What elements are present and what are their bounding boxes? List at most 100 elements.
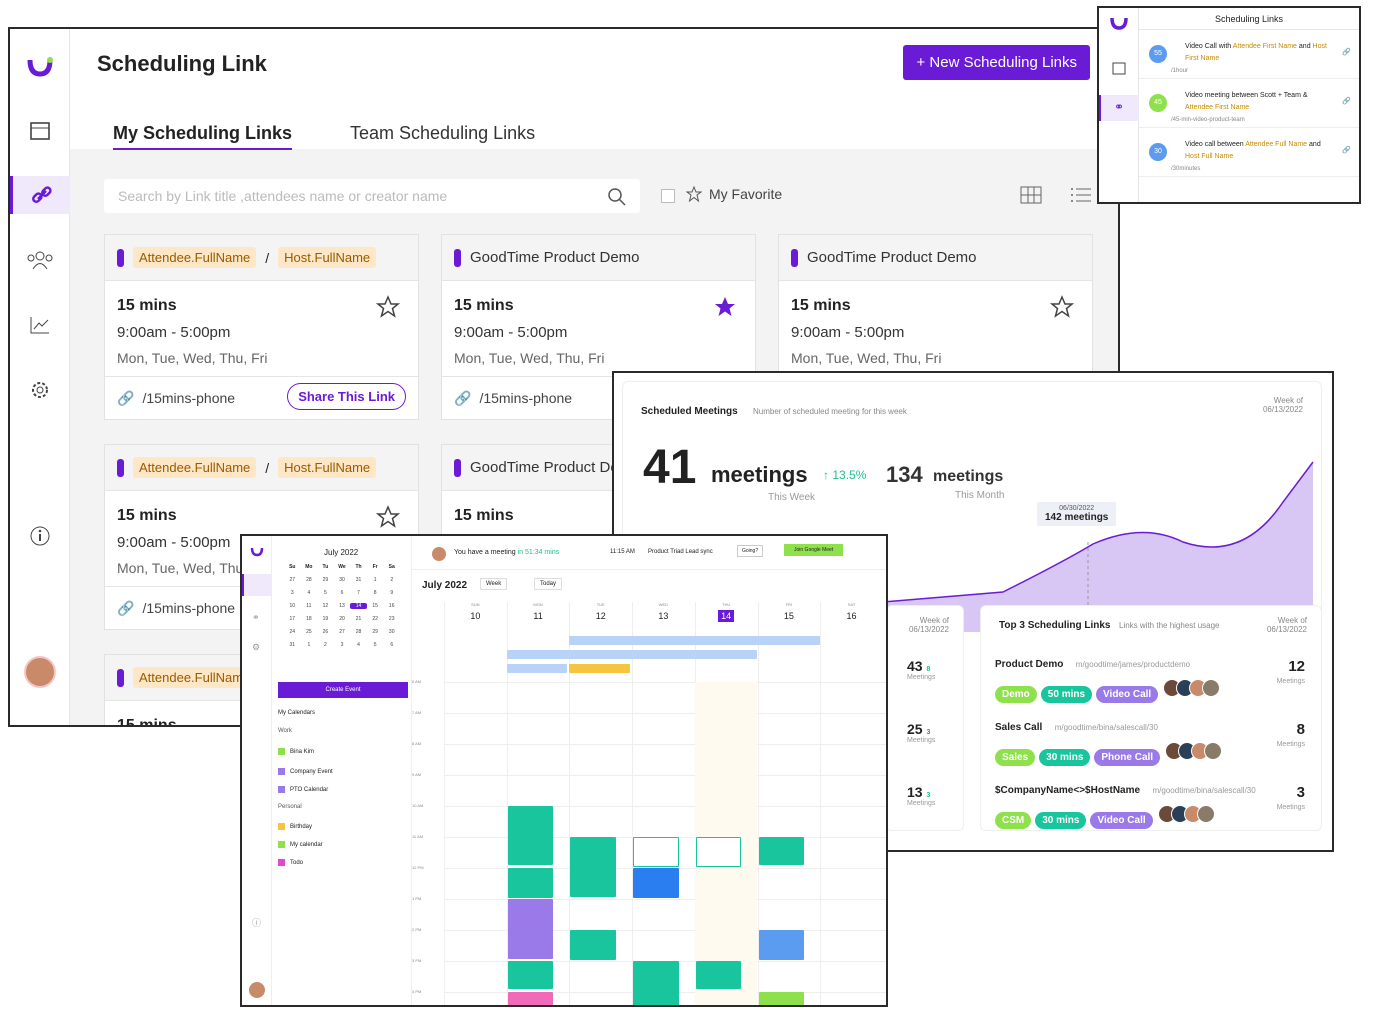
top-link-row[interactable]: $CompanyName<>$HostName m/goodtime/bina/…: [995, 780, 1315, 835]
top-link-row[interactable]: Product Demo m/goodtime/james/productdem…: [995, 654, 1315, 709]
avatar[interactable]: [10, 653, 70, 691]
link-slug[interactable]: /15mins-phone: [142, 390, 236, 406]
calendar-icon[interactable]: [10, 111, 70, 149]
link-icon: 🔗: [1342, 98, 1351, 105]
calendar-event[interactable]: [570, 930, 617, 960]
link-icon: 🔗: [117, 389, 135, 406]
today-button[interactable]: Today: [534, 578, 563, 590]
calendar-event[interactable]: [570, 837, 617, 897]
search-input[interactable]: Search by Link title ,attendees name or …: [104, 179, 640, 213]
gear-icon[interactable]: [10, 371, 70, 409]
calendar-icon[interactable]: [242, 574, 272, 596]
calendar-sidebar: July 2022 Su Mo Tu We Th Fr Sa 27 28 29 30 31 1 2 3 4 5 6…: [272, 536, 412, 1005]
calendar-window: ⚭ ⚙ ⓘ July 2022 Su Mo Tu We Th Fr Sa 27 28 29 30 31…: [240, 534, 888, 1007]
list-view-icon[interactable]: [1070, 186, 1092, 209]
growth: ↑ 13.5%: [823, 468, 867, 482]
link-card[interactable]: GoodTime Product Demo 15 mins 9:00am - 5:…: [441, 234, 756, 420]
calendar-checkbox[interactable]: Company Event: [278, 768, 333, 775]
calendar-checkbox[interactable]: Bina Kim: [278, 748, 314, 755]
star-icon[interactable]: [1050, 295, 1074, 319]
logo-icon[interactable]: [250, 544, 264, 562]
weekly-count: 41: [643, 441, 697, 494]
calendar-event[interactable]: [507, 992, 554, 1005]
analytics-icon[interactable]: [10, 306, 70, 344]
link-icon[interactable]: ⚭: [1099, 95, 1139, 121]
header: Scheduling Link + New Scheduling Links: [70, 29, 1118, 97]
calendar-event[interactable]: [758, 992, 805, 1005]
duration-badge: 30: [1149, 143, 1167, 161]
tab-team-links[interactable]: Team Scheduling Links: [350, 123, 536, 143]
view-select[interactable]: Week: [480, 578, 508, 590]
going-select[interactable]: Going?: [737, 545, 764, 557]
share-link-button[interactable]: Share This Link: [287, 383, 406, 410]
calendar-event[interactable]: [633, 837, 679, 867]
card-title: GoodTime Product De: [470, 459, 619, 476]
calendar-checkbox[interactable]: Todo: [278, 859, 303, 866]
day-header: FRI 15: [783, 602, 794, 621]
star-filled-icon[interactable]: [713, 295, 737, 319]
calendar-event[interactable]: [633, 961, 679, 1005]
mini-link-row[interactable]: 45 Video meeting between Scott + Team & A…: [1139, 79, 1359, 128]
sidebar: [10, 29, 70, 725]
mini-link-row[interactable]: 30 Video call between Attendee Full Name …: [1139, 128, 1359, 177]
left-stats: Week of 06/13/2022 43 8 Meetings 25 3 Meeti…: [886, 605, 964, 831]
search-icon[interactable]: [608, 188, 626, 211]
favorite-filter[interactable]: My Favorite: [686, 186, 782, 202]
logo-icon[interactable]: [10, 47, 70, 85]
mini-link-row[interactable]: 55 Video Call with Attendee First Name an…: [1139, 30, 1359, 79]
calendar-event[interactable]: [507, 961, 554, 989]
link-icon[interactable]: ⚭: [252, 612, 260, 622]
calendar-month-title: July 2022: [422, 580, 468, 591]
chart-tooltip: 06/30/2022 142 meetings: [1037, 502, 1117, 526]
team-icon[interactable]: [10, 241, 70, 279]
day-header: SAT 16: [846, 602, 857, 621]
link-slug[interactable]: /15mins-phone: [142, 600, 236, 616]
card-title: GoodTime Product Demo: [470, 249, 640, 266]
personal-group[interactable]: Personal: [278, 804, 302, 810]
avatar[interactable]: [249, 982, 265, 998]
link-slug[interactable]: /15mins-phone: [479, 390, 573, 406]
calendar-checkbox[interactable]: PTO Calendar: [278, 786, 328, 793]
star-icon[interactable]: [376, 505, 400, 529]
my-calendars[interactable]: My Calendars: [278, 710, 316, 716]
link-icon[interactable]: [10, 176, 70, 214]
duration: 15 mins: [117, 717, 177, 727]
calendar-event[interactable]: [695, 961, 742, 989]
link-card[interactable]: GoodTime Product Demo 15 mins 9:00am - 5:…: [778, 234, 1093, 378]
calendar-event[interactable]: [633, 868, 679, 898]
calendar-event[interactable]: [758, 930, 805, 960]
calendar-event[interactable]: [758, 837, 805, 865]
favorite-checkbox[interactable]: [661, 189, 675, 203]
work-group[interactable]: Work: [278, 728, 292, 734]
calendar-icon[interactable]: [1112, 61, 1126, 80]
gear-icon[interactable]: ⚙: [252, 642, 261, 652]
calendar-checkbox[interactable]: My calendar: [278, 841, 323, 848]
grid-view-icon[interactable]: [1020, 186, 1042, 209]
day-header: THU 14: [695, 602, 758, 622]
calendar-event[interactable]: [507, 868, 554, 898]
calendar-event[interactable]: [507, 837, 554, 865]
join-meet-button[interactable]: Join Google Meet: [784, 544, 844, 556]
calendar-event[interactable]: [507, 899, 554, 959]
day-header: SUN 10: [470, 602, 481, 621]
mini-links-window: ⚭ Scheduling Links 55 Video Call with Att…: [1097, 6, 1361, 204]
link-icon: 🔗: [454, 389, 472, 406]
mini-month: July 2022: [324, 548, 359, 557]
duration-badge: 55: [1149, 45, 1167, 63]
new-scheduling-link-button[interactable]: + New Scheduling Links: [903, 45, 1090, 80]
top-link-row[interactable]: Sales Call m/goodtime/bina/salescall/30 S…: [995, 717, 1315, 772]
link-card[interactable]: Attendee.FullName / Host.FullName 15 mins 9…: [104, 234, 419, 420]
stat-row: 25 3 Meetings: [907, 721, 936, 744]
calendar-event[interactable]: [695, 837, 742, 867]
logo-icon[interactable]: [1109, 14, 1129, 35]
duration: 15 mins: [791, 297, 851, 314]
attendee-chip: Attendee.FullName: [133, 457, 257, 478]
stat-row: 43 8 Meetings: [907, 658, 936, 681]
calendar-checkbox[interactable]: Birthday: [278, 823, 312, 830]
duration-badge: 45: [1149, 94, 1167, 112]
info-icon[interactable]: [10, 517, 70, 555]
info-icon[interactable]: ⓘ: [252, 918, 262, 928]
create-event-button[interactable]: Create Event: [278, 682, 408, 698]
tab-my-links[interactable]: My Scheduling Links: [113, 123, 293, 150]
star-icon[interactable]: [376, 295, 400, 319]
